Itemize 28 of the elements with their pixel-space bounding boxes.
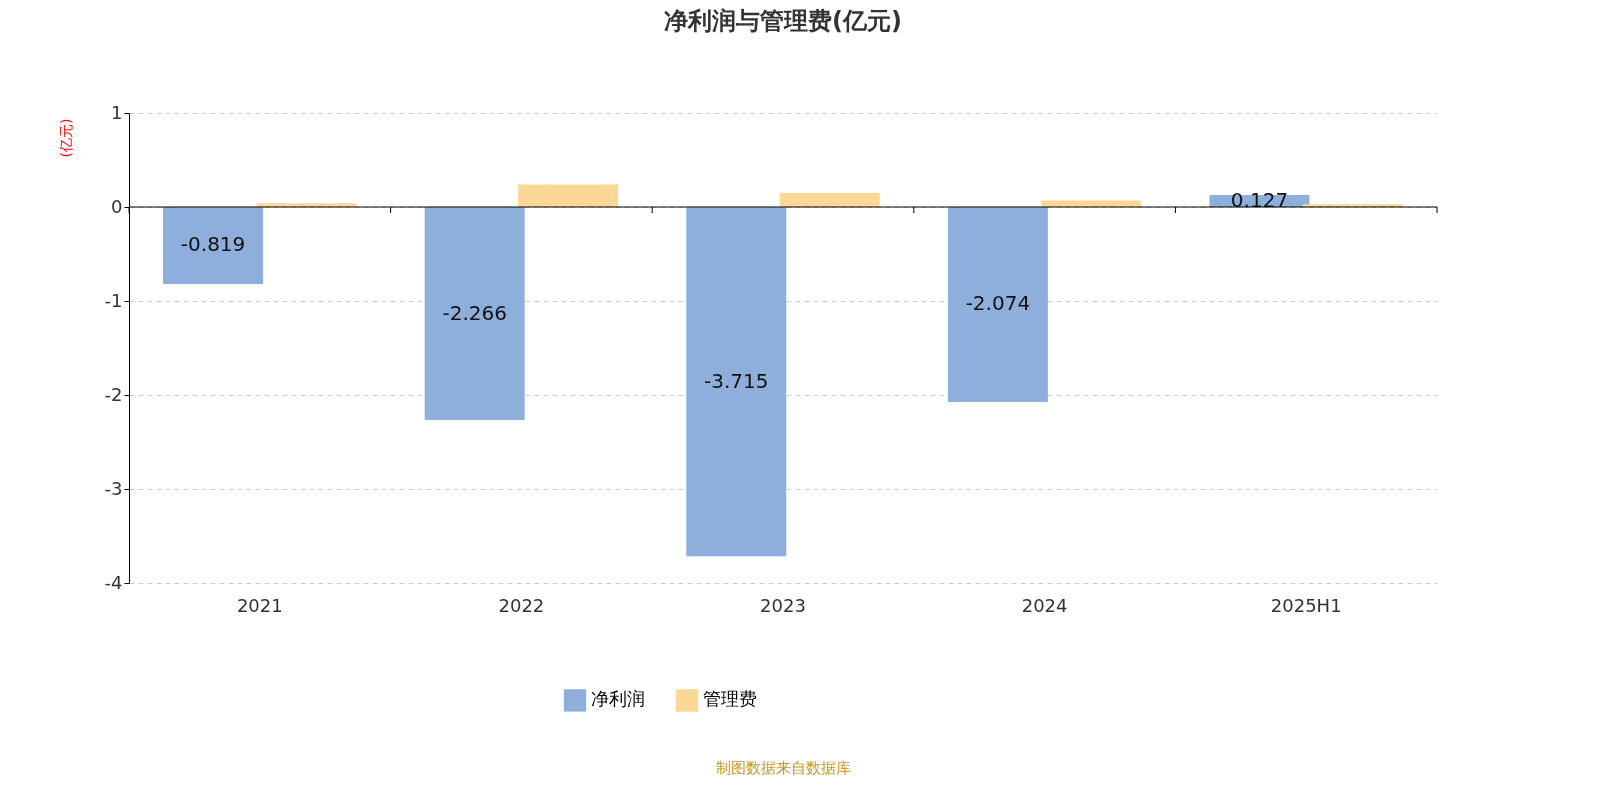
bar: [779, 192, 880, 207]
text: 制图数据来自数据库: [715, 759, 851, 777]
y-tick-label: -4: [104, 571, 123, 593]
x-tick-label: 2025H1: [1270, 594, 1342, 616]
bar: [424, 207, 525, 420]
x-tick-label: 2024: [1021, 594, 1068, 616]
data-label: -0.819: [180, 232, 246, 257]
bar: [947, 207, 1048, 402]
data-label: -3.715: [704, 368, 769, 393]
data-label: -2.266: [442, 300, 507, 325]
y-tick-label: 0: [111, 195, 123, 217]
bar: [1041, 200, 1142, 207]
x-tick-label: 2022: [498, 594, 545, 616]
bar: [163, 207, 264, 284]
x-tick-label: 2023: [760, 594, 806, 616]
y-tick-label: -1: [104, 289, 123, 311]
bar: [518, 184, 619, 207]
y-tick-label: -2: [104, 383, 123, 405]
y-tick-label: 1: [111, 101, 123, 123]
data-label: -2.074: [965, 291, 1031, 316]
bar: [686, 207, 787, 557]
chart-title: 净利润与管理费(亿元): [664, 7, 902, 35]
legend-label: 净利润: [591, 688, 645, 710]
y-tick-label: -3: [104, 477, 123, 499]
legend-label: 管理费: [703, 688, 757, 710]
data-label: 0.127: [1230, 188, 1289, 213]
y-axis-title: (亿元): [58, 118, 74, 158]
x-tick-label: 2021: [236, 594, 283, 616]
